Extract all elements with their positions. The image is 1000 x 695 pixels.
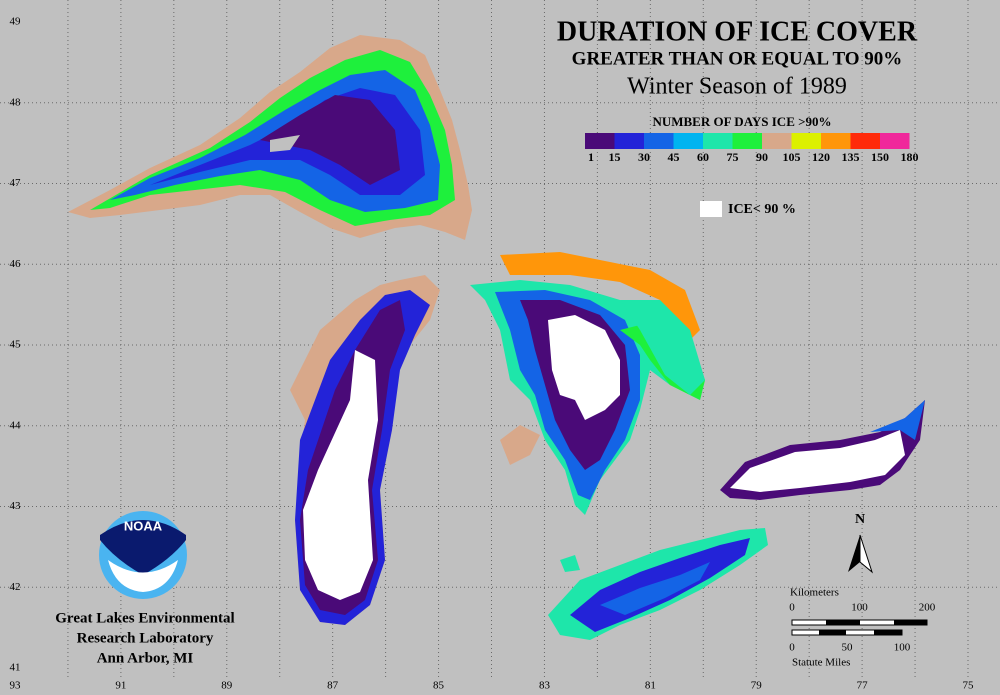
lat-label: 41 bbox=[10, 662, 21, 674]
georgian-bay bbox=[620, 300, 705, 395]
legend-swatch bbox=[644, 133, 674, 149]
legend-swatch bbox=[821, 133, 851, 149]
km-title: Kilometers bbox=[790, 587, 839, 599]
lon-label: 93 bbox=[10, 680, 22, 692]
lat-label: 48 bbox=[10, 96, 22, 108]
mi-label: 50 bbox=[842, 642, 854, 654]
noaa-logo bbox=[99, 511, 187, 599]
lon-label: 75 bbox=[963, 680, 975, 692]
north-label: N bbox=[855, 512, 865, 527]
legend-swatch bbox=[585, 133, 615, 149]
ice-label: ICE< 90 % bbox=[728, 202, 796, 217]
lon-label: 85 bbox=[433, 680, 445, 692]
legend-label: 105 bbox=[783, 150, 801, 164]
title: DURATION OF ICE COVER bbox=[557, 16, 918, 47]
logo-text: NOAA bbox=[124, 518, 163, 533]
km-label: 0 bbox=[789, 602, 795, 614]
lat-label: 42 bbox=[10, 581, 21, 593]
scale-labels: 0 100 200 0 50 100 bbox=[789, 602, 936, 654]
lat-label: 45 bbox=[10, 339, 22, 351]
lat-label: 49 bbox=[10, 16, 22, 28]
legend-label: 45 bbox=[668, 150, 680, 164]
legend-label: 90 bbox=[756, 150, 768, 164]
legend-swatch bbox=[703, 133, 733, 149]
credit-line: Great Lakes Environmental bbox=[55, 610, 234, 626]
lat-label: 43 bbox=[10, 500, 22, 512]
km-label: 200 bbox=[919, 602, 936, 614]
legend-swatch bbox=[614, 133, 644, 149]
north-arrow bbox=[848, 534, 874, 574]
legend-label: 15 bbox=[609, 150, 621, 164]
ice-swatch bbox=[700, 201, 722, 217]
legend-label: 1 bbox=[588, 150, 594, 164]
legend-label: 75 bbox=[727, 150, 739, 164]
lon-label: 83 bbox=[539, 680, 551, 692]
mi-label: 0 bbox=[789, 642, 795, 654]
credit-line: Ann Arbor, MI bbox=[97, 650, 194, 666]
lat-label: 44 bbox=[10, 419, 22, 431]
season: Winter Season of 1989 bbox=[627, 74, 847, 100]
legend-swatch bbox=[762, 133, 792, 149]
legend-swatch bbox=[732, 133, 762, 149]
legend: 1 15 30 45 60 75 90 105 120 135 150 180 bbox=[585, 133, 919, 164]
legend-title: NUMBER OF DAYS ICE >90% bbox=[652, 114, 831, 129]
legend-swatch bbox=[673, 133, 703, 149]
lon-label: 89 bbox=[221, 680, 233, 692]
lake-ontario bbox=[720, 400, 925, 500]
scale-bar bbox=[791, 619, 928, 636]
lat-label: 47 bbox=[10, 177, 22, 189]
lat-label: 46 bbox=[10, 258, 22, 270]
lon-label: 77 bbox=[857, 680, 869, 692]
legend-label: 60 bbox=[697, 150, 709, 164]
legend-label: 135 bbox=[842, 150, 860, 164]
legend-swatch bbox=[880, 133, 910, 149]
legend-label: 150 bbox=[871, 150, 889, 164]
legend-label: 30 bbox=[638, 150, 650, 164]
lake-erie bbox=[548, 528, 768, 640]
lake-superior bbox=[68, 35, 472, 240]
legend-label: 120 bbox=[812, 150, 830, 164]
mi-label: 100 bbox=[894, 642, 911, 654]
lon-label: 87 bbox=[327, 680, 339, 692]
legend-swatch bbox=[791, 133, 821, 149]
credit-line: Research Laboratory bbox=[77, 630, 214, 646]
lon-label: 91 bbox=[115, 680, 126, 692]
lon-label: 81 bbox=[645, 680, 656, 692]
legend-swatch bbox=[850, 133, 880, 149]
mi-title: Statute Miles bbox=[792, 657, 850, 669]
lake-michigan bbox=[290, 275, 440, 625]
legend-label: 180 bbox=[901, 150, 919, 164]
subtitle: GREATER THAN OR EQUAL TO 90% bbox=[572, 48, 903, 69]
km-label: 100 bbox=[851, 602, 868, 614]
lon-label: 79 bbox=[751, 680, 763, 692]
